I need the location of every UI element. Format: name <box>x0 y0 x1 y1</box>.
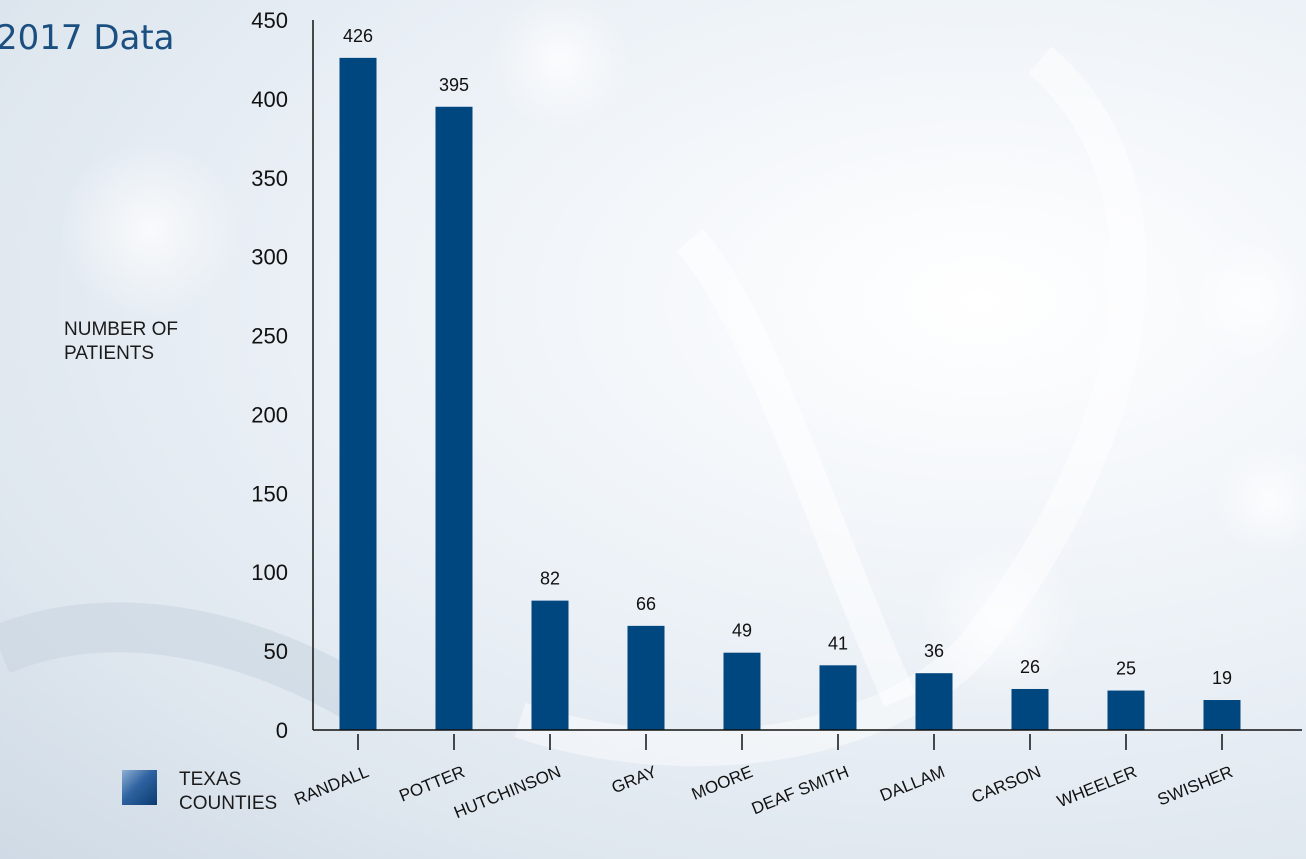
bar-value-label: 49 <box>732 621 752 641</box>
bar <box>1011 688 1049 730</box>
category-label: POTTER <box>396 762 467 805</box>
y-tick-label: 0 <box>276 718 288 743</box>
y-tick-label: 350 <box>251 166 288 191</box>
y-tick-label: 300 <box>251 245 288 270</box>
y-tick-label: 400 <box>251 87 288 112</box>
x-axis-ticks <box>357 734 1223 750</box>
bar <box>531 600 569 730</box>
y-tick-label: 100 <box>251 560 288 585</box>
category-label: HUTCHINSON <box>451 762 563 822</box>
bar <box>435 106 473 731</box>
category-label: GRAY <box>609 762 660 797</box>
bar <box>627 625 665 730</box>
bar-value-label: 395 <box>439 75 469 95</box>
bar <box>1203 700 1241 730</box>
data-labels: 426 395 82 66 49 41 36 26 25 19 <box>343 26 1232 688</box>
legend-label: TEXAS COUNTIES <box>179 769 278 814</box>
bar-value-label: 66 <box>636 594 656 614</box>
category-label: DALLAM <box>877 762 947 805</box>
y-axis-ticks: 0 50 100 150 200 250 300 350 400 450 <box>251 8 288 743</box>
bar-value-label: 36 <box>924 641 944 661</box>
bar-value-label: 41 <box>828 633 848 653</box>
bar <box>339 57 377 731</box>
y-axis-label: NUMBER OF PATIENTS <box>64 319 178 364</box>
y-tick-label: 150 <box>251 481 288 506</box>
chart-title: 2017 Data <box>0 18 175 58</box>
y-tick-label: 50 <box>264 639 288 664</box>
bars <box>339 57 1241 731</box>
category-label: CARSON <box>969 762 1044 807</box>
bar-value-label: 26 <box>1020 657 1040 677</box>
bar <box>819 665 857 730</box>
y-tick-label: 200 <box>251 402 288 427</box>
bar-value-label: 426 <box>343 26 373 46</box>
legend: TEXAS COUNTIES <box>122 768 277 816</box>
bar-value-label: 25 <box>1116 659 1136 679</box>
y-tick-label: 450 <box>251 8 288 33</box>
category-label: MOORE <box>689 762 756 804</box>
category-label: RANDALL <box>292 762 372 809</box>
category-label: WHEELER <box>1054 762 1139 811</box>
category-label: SWISHER <box>1155 762 1236 809</box>
bar-value-label: 19 <box>1212 668 1232 688</box>
bar <box>723 652 761 730</box>
y-tick-label: 250 <box>251 324 288 349</box>
bar <box>915 673 953 730</box>
legend-swatch <box>122 770 157 805</box>
bar <box>1107 690 1145 730</box>
category-label: DEAF SMITH <box>749 762 852 818</box>
bar-value-label: 82 <box>540 569 560 589</box>
